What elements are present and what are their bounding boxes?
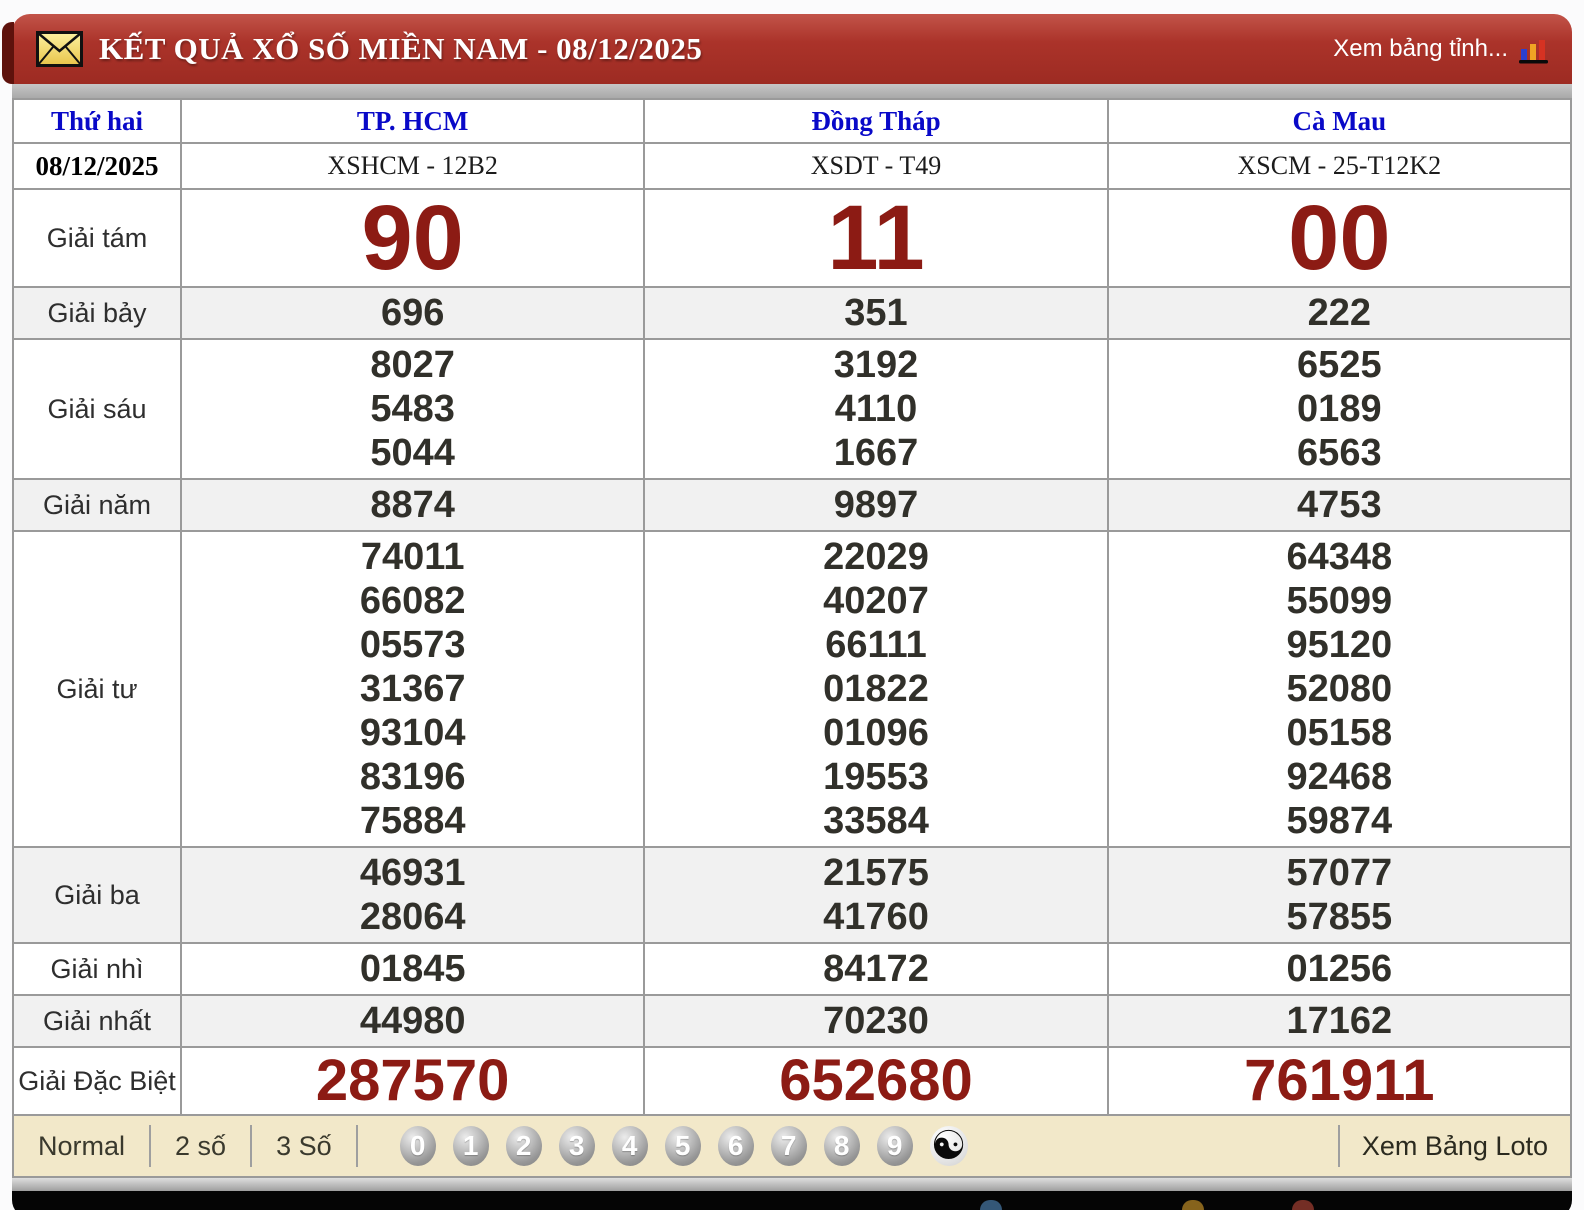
table-row-giai-bay: Giải bảy 696 351 222 <box>12 286 1573 340</box>
lottery-widget: KẾT QUẢ XỔ SỐ MIỀN NAM - 08/12/2025 Xem … <box>2 14 1573 1210</box>
prize-number: 9897 <box>643 478 1109 532</box>
prize-number: 84172 <box>643 942 1109 996</box>
digit-ball-1[interactable]: 1 <box>452 1126 489 1166</box>
province-header-dongthap[interactable]: Đồng Tháp <box>643 98 1109 144</box>
province-header-row: Thứ hai TP. HCM Đồng Tháp Cà Mau <box>12 98 1573 144</box>
draw-code: XSDT - T49 <box>643 142 1109 190</box>
cutoff-icon <box>980 1200 1002 1210</box>
header-divider <box>12 84 1572 98</box>
prize-number: 21575 41760 <box>643 846 1109 944</box>
table-row-giai-tu: Giải tư 74011 66082 05573 31367 93104 83… <box>12 530 1573 848</box>
day-header: Thứ hai <box>12 98 182 144</box>
prize-number: 01845 <box>179 942 646 996</box>
prize-label: Giải nhì <box>12 942 182 996</box>
digit-ball-8[interactable]: 8 <box>823 1126 860 1166</box>
table-row-giai-nam: Giải năm 8874 9897 4753 <box>12 478 1573 532</box>
digit-ball-4[interactable]: 4 <box>611 1126 648 1166</box>
province-header-hcm[interactable]: TP. HCM <box>179 98 646 144</box>
table-row-giai-ba: Giải ba 46931 28064 21575 41760 57077 57… <box>12 846 1573 944</box>
cutoff-icons <box>0 1200 1584 1210</box>
digit-ball-0[interactable]: 0 <box>399 1126 436 1166</box>
prize-number: 287570 <box>179 1046 646 1116</box>
prize-number: 6525 0189 6563 <box>1106 338 1573 480</box>
prize-label: Giải sáu <box>12 338 182 480</box>
draw-code-row: 08/12/2025 XSHCM - 12B2 XSDT - T49 XSCM … <box>12 142 1573 190</box>
table-row-giai-dac-biet: Giải Đặc Biệt 287570 652680 761911 <box>12 1046 1573 1116</box>
prize-label: Giải tám <box>12 188 182 288</box>
results-table: Thứ hai TP. HCM Đồng Tháp Cà Mau 08/12/2… <box>12 98 1573 1116</box>
prize-label: Giải ba <box>12 846 182 944</box>
prize-number: 00 <box>1106 188 1573 288</box>
prize-number: 351 <box>643 286 1109 340</box>
table-row-giai-sau: Giải sáu 8027 5483 5044 3192 4110 1667 6… <box>12 338 1573 480</box>
table-row-giai-nhi: Giải nhì 01845 84172 01256 <box>12 942 1573 996</box>
prize-number: 8874 <box>179 478 646 532</box>
prize-number: 11 <box>643 188 1109 288</box>
mode-2so-button[interactable]: 2 số <box>151 1125 253 1167</box>
prize-number: 46931 28064 <box>179 846 646 944</box>
loto-table-link[interactable]: Xem Bảng Loto <box>1337 1125 1566 1167</box>
province-table-link-label: Xem bảng tỉnh... <box>1333 35 1508 62</box>
prize-number: 8027 5483 5044 <box>179 338 646 480</box>
province-table-link[interactable]: Xem bảng tỉnh... <box>1333 33 1550 65</box>
digit-ball-7[interactable]: 7 <box>770 1126 807 1166</box>
prize-number: 4753 <box>1106 478 1573 532</box>
bottom-divider <box>12 1178 1572 1191</box>
prize-number: 222 <box>1106 286 1573 340</box>
header-bar: KẾT QUẢ XỔ SỐ MIỀN NAM - 08/12/2025 Xem … <box>2 14 1572 84</box>
mode-3so-button[interactable]: 3 Số <box>252 1125 358 1167</box>
table-row-giai-nhat: Giải nhất 44980 70230 17162 <box>12 994 1573 1048</box>
prize-number: 90 <box>179 188 646 288</box>
digit-ball-9[interactable]: 9 <box>876 1126 913 1166</box>
draw-code: XSHCM - 12B2 <box>179 142 646 190</box>
prize-number: 22029 40207 66111 01822 01096 19553 3358… <box>643 530 1109 848</box>
table-row-giai-tam: Giải tám 90 11 00 <box>12 188 1573 288</box>
digit-ball-6[interactable]: 6 <box>717 1126 754 1166</box>
prize-number: 17162 <box>1106 994 1573 1048</box>
envelope-icon <box>36 31 83 67</box>
prize-label: Giải Đặc Biệt <box>12 1046 182 1116</box>
digit-ball-2[interactable]: 2 <box>505 1126 542 1166</box>
mode-normal-button[interactable]: Normal <box>14 1125 152 1167</box>
prize-number: 74011 66082 05573 31367 93104 83196 7588… <box>179 530 646 848</box>
digit-ball-group: 0 1 2 3 4 5 6 7 8 9 ☯ <box>399 1124 968 1168</box>
digit-ball-3[interactable]: 3 <box>558 1126 595 1166</box>
prize-number: 64348 55099 95120 52080 05158 92468 5987… <box>1106 530 1573 848</box>
prize-number: 01256 <box>1106 942 1573 996</box>
prize-number: 761911 <box>1106 1046 1573 1116</box>
yin-yang-icon[interactable]: ☯ <box>929 1124 968 1168</box>
prize-number: 57077 57855 <box>1106 846 1573 944</box>
footer-toolbar: Normal 2 số 3 Số 0 1 2 3 4 5 6 7 8 9 ☯ X… <box>12 1116 1572 1178</box>
prize-label: Giải nhất <box>12 994 182 1048</box>
prize-label: Giải tư <box>12 530 182 848</box>
prize-number: 652680 <box>643 1046 1109 1116</box>
draw-code: XSCM - 25-T12K2 <box>1106 142 1573 190</box>
draw-date: 08/12/2025 <box>12 142 182 190</box>
cutoff-icon <box>1182 1200 1204 1210</box>
prize-number: 70230 <box>643 994 1109 1048</box>
prize-number: 696 <box>179 286 646 340</box>
prize-label: Giải bảy <box>12 286 182 340</box>
prize-label: Giải năm <box>12 478 182 532</box>
prize-number: 3192 4110 1667 <box>643 338 1109 480</box>
bar-chart-icon <box>1519 40 1548 64</box>
province-header-camau[interactable]: Cà Mau <box>1106 98 1573 144</box>
digit-ball-5[interactable]: 5 <box>664 1126 701 1166</box>
page-title: KẾT QUẢ XỔ SỐ MIỀN NAM - 08/12/2025 <box>99 31 703 66</box>
cutoff-icon <box>1292 1200 1314 1210</box>
prize-number: 44980 <box>179 994 646 1048</box>
